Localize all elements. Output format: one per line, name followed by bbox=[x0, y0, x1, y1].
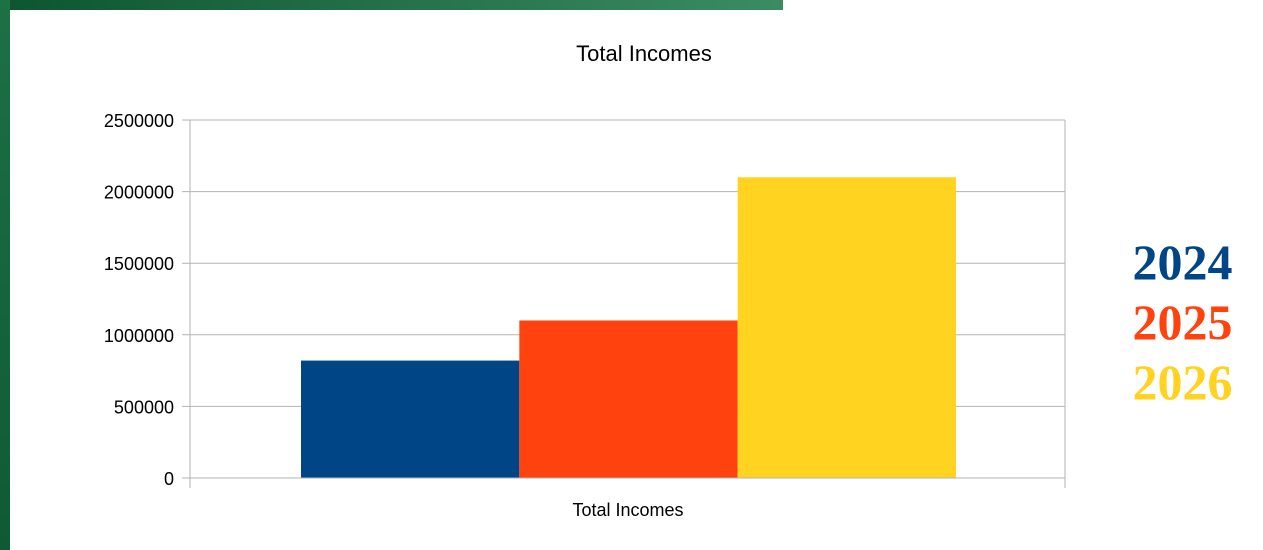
legend-item-2024: 2024 bbox=[1132, 234, 1233, 290]
legend: 2024 2025 2026 bbox=[1110, 232, 1255, 412]
legend-item-2025: 2025 bbox=[1132, 294, 1233, 350]
x-category-label: Total Incomes bbox=[572, 500, 683, 520]
y-tick-label: 2500000 bbox=[104, 111, 174, 131]
frame-top-bar bbox=[0, 0, 783, 10]
bar-2024 bbox=[301, 360, 520, 478]
y-tick-label: 500000 bbox=[114, 397, 174, 417]
y-tick-label: 0 bbox=[164, 469, 174, 489]
y-tick-label: 1500000 bbox=[104, 254, 174, 274]
bar-2025 bbox=[519, 320, 738, 478]
frame-left-bar bbox=[0, 0, 10, 550]
y-tick-label: 1000000 bbox=[104, 326, 174, 346]
y-tick-label: 2000000 bbox=[104, 183, 174, 203]
bar-2026 bbox=[737, 177, 956, 478]
legend-item-2026: 2026 bbox=[1132, 354, 1233, 410]
chart-title: Total Incomes bbox=[576, 41, 712, 66]
